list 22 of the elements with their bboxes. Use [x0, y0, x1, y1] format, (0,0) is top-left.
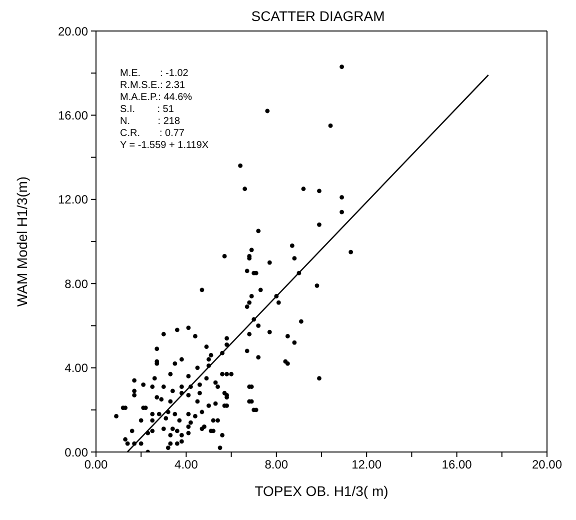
x-axis-title: TOPEX OB. H1/3( m) — [254, 483, 388, 499]
y-tick-label: 8.00 — [64, 276, 88, 291]
chart-title: SCATTER DIAGRAM — [250, 8, 386, 24]
annotation: R.M.S.E.: 2.31 — [120, 80, 186, 92]
annotation: C.R. : 0.77 — [120, 128, 186, 140]
y-tick-label: 20.00 — [58, 24, 88, 38]
annotation: S.I. : 51 — [120, 104, 175, 116]
annotation: N. : 218 — [120, 116, 182, 128]
x-tick-label: 8.00 — [264, 458, 288, 472]
y-tick-label: 0.00 — [64, 445, 88, 460]
x-tick-label: 4.00 — [174, 458, 198, 472]
x-tick-label: 20.00 — [532, 458, 562, 472]
x-tick-label: 0.00 — [84, 458, 108, 472]
y-axis-title: WAM Model H1/3(m) — [14, 176, 30, 307]
annotation: Y = -1.559 + 1.119X — [120, 140, 209, 152]
x-tick-label: 12.00 — [352, 458, 382, 472]
annotation: M.A.E.P.: 44.6% — [120, 92, 194, 104]
y-tick-label: 12.00 — [58, 192, 88, 207]
y-tick-label: 16.00 — [58, 108, 88, 122]
x-tick-label: 16.00 — [442, 458, 472, 472]
y-tick-label: 4.00 — [64, 361, 88, 376]
annotation: M.E. : -1.02 — [120, 68, 190, 80]
